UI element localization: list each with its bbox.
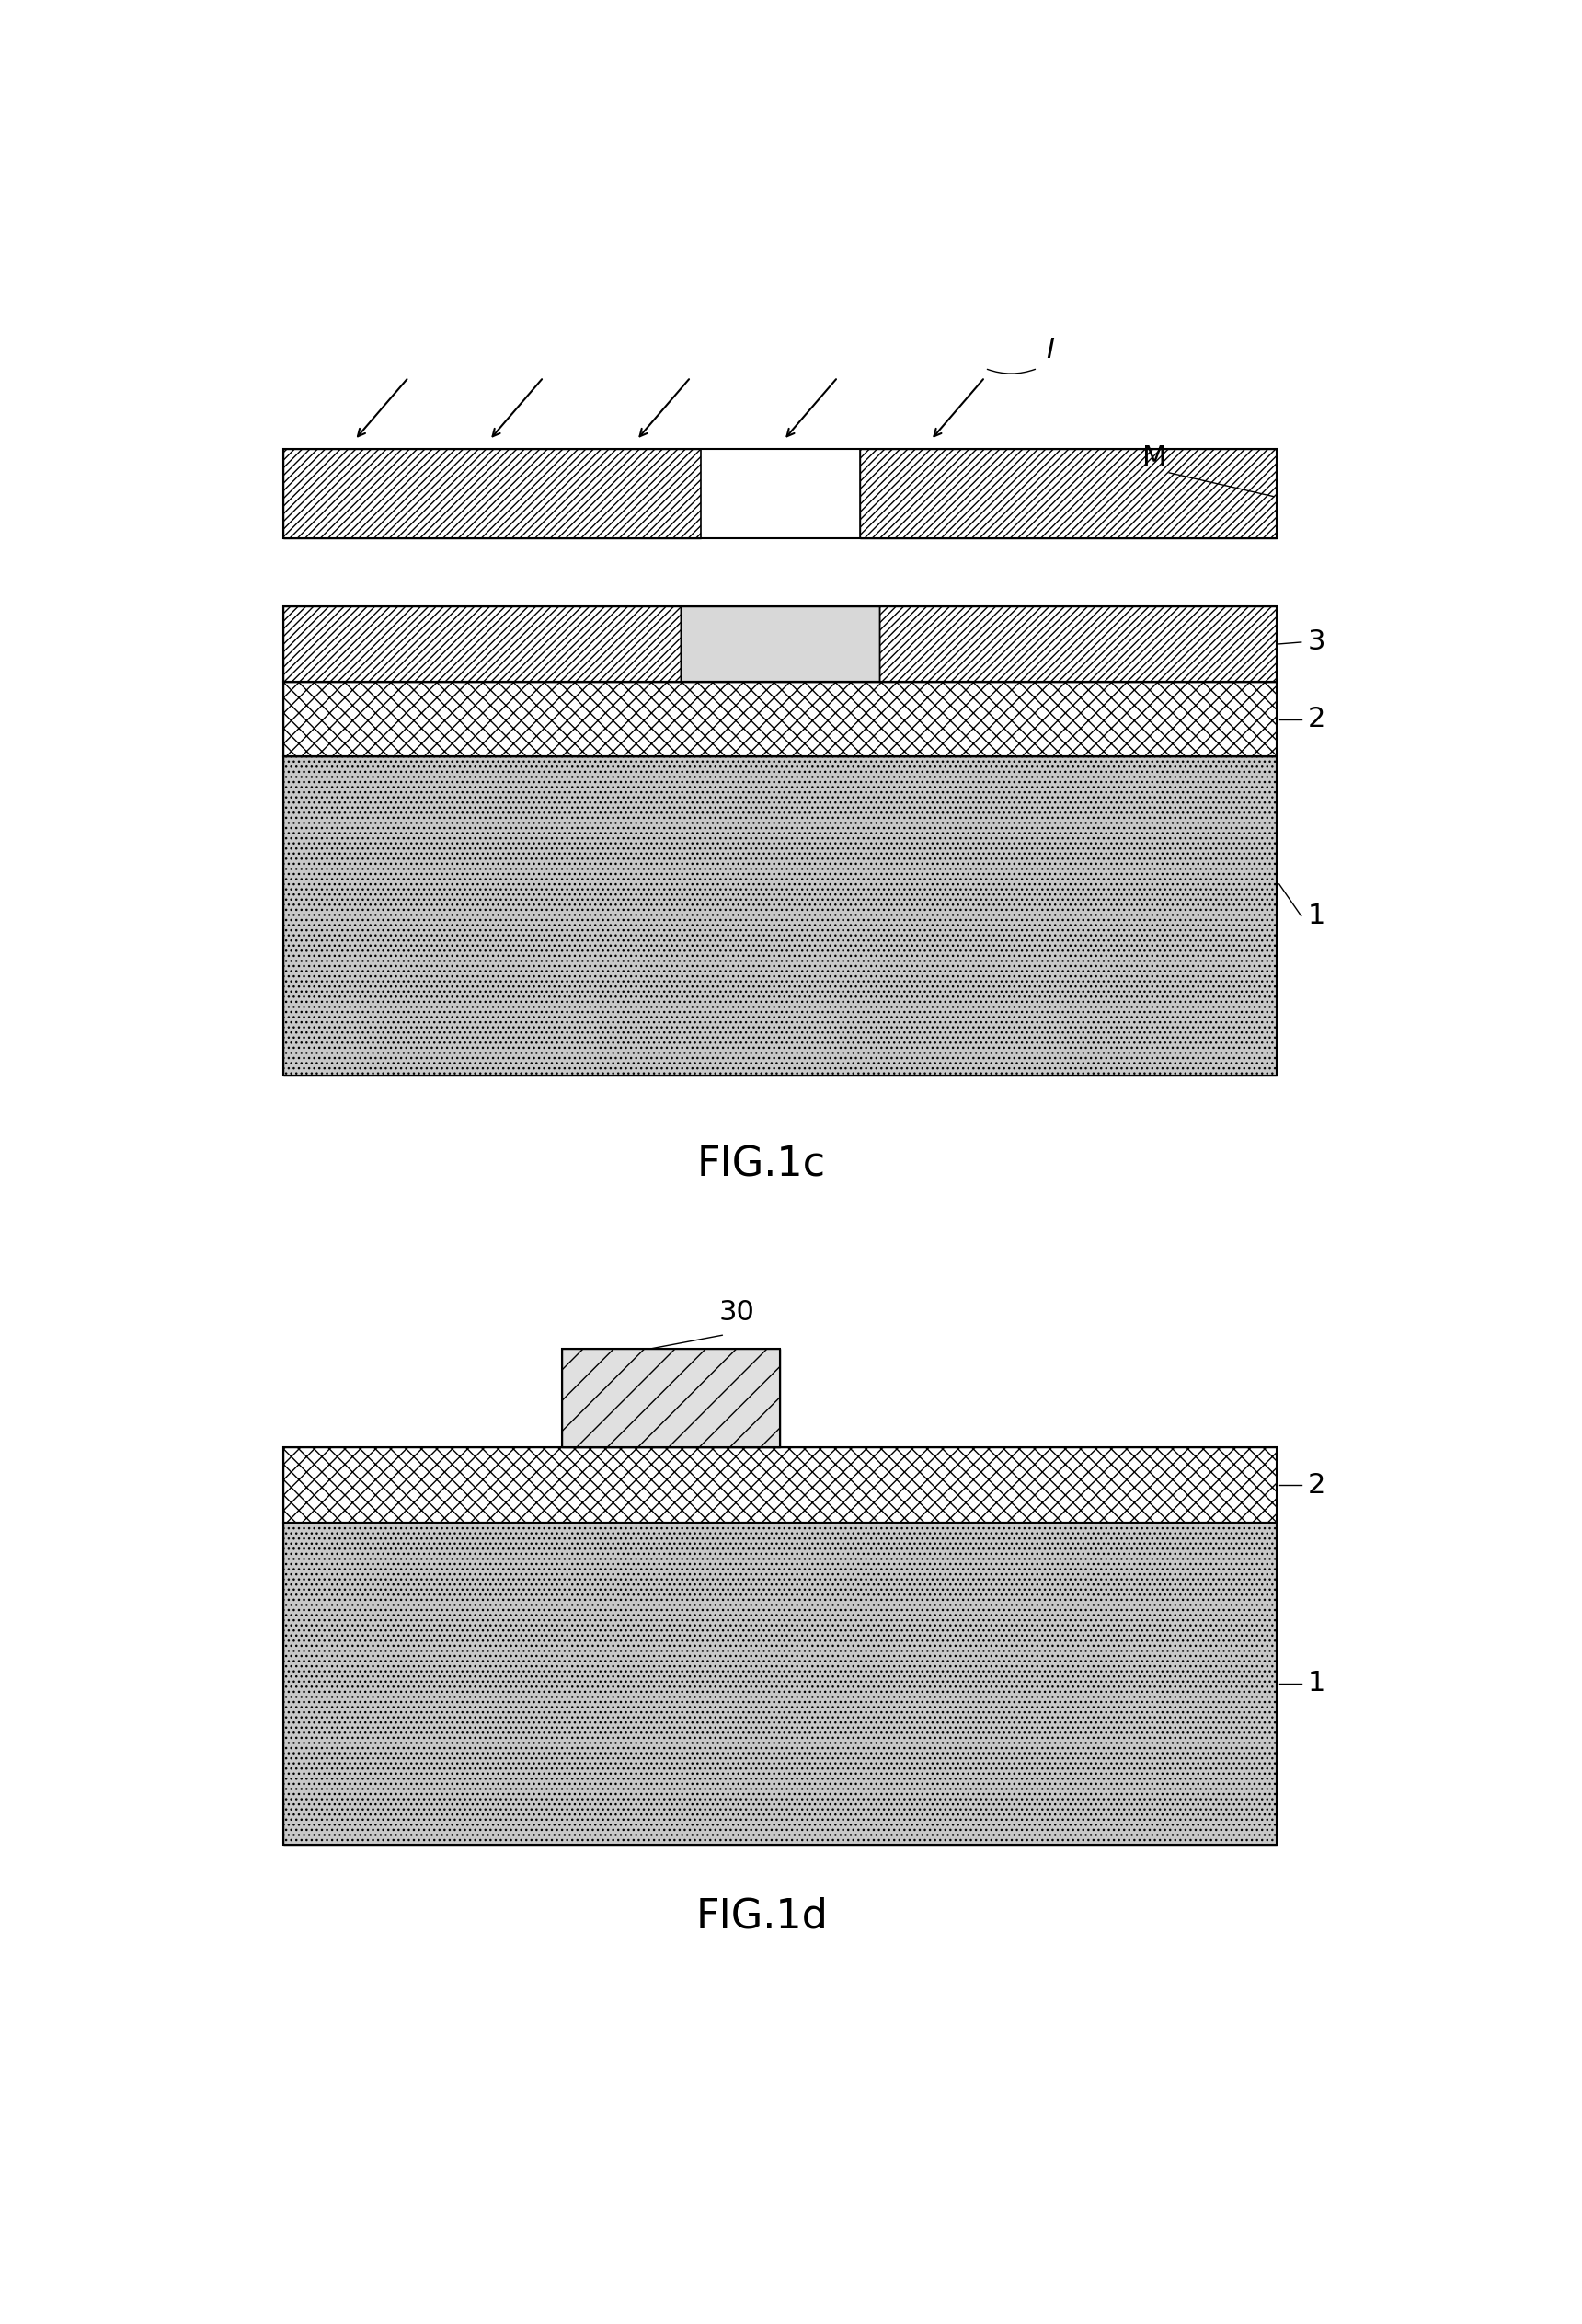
Bar bbox=[562, 1348, 780, 1448]
Text: 1: 1 bbox=[1307, 902, 1326, 930]
Text: 2: 2 bbox=[1307, 1471, 1326, 1499]
Bar bbox=[283, 681, 1277, 758]
Bar bbox=[283, 449, 1277, 539]
Text: 30: 30 bbox=[720, 1299, 755, 1325]
Bar bbox=[283, 681, 1277, 758]
Bar bbox=[880, 607, 1277, 681]
Bar bbox=[701, 449, 859, 539]
Bar bbox=[283, 1448, 1277, 1522]
Bar bbox=[283, 449, 701, 539]
Bar bbox=[283, 758, 1277, 1076]
Bar bbox=[562, 1348, 780, 1448]
Text: 3: 3 bbox=[1307, 630, 1326, 655]
Text: FIG.1d: FIG.1d bbox=[696, 1896, 827, 1936]
Bar bbox=[680, 607, 880, 681]
Bar bbox=[283, 758, 1277, 1076]
Bar bbox=[283, 1522, 1277, 1845]
Text: 1: 1 bbox=[1307, 1671, 1326, 1697]
Text: M: M bbox=[1142, 444, 1166, 472]
Text: 2: 2 bbox=[1307, 706, 1326, 732]
Bar bbox=[859, 449, 1277, 539]
Text: FIG.1c: FIG.1c bbox=[698, 1146, 826, 1185]
Bar bbox=[283, 607, 1277, 681]
Bar bbox=[283, 607, 680, 681]
Text: I: I bbox=[1046, 337, 1054, 365]
Bar bbox=[283, 1448, 1277, 1522]
Bar bbox=[283, 1522, 1277, 1845]
